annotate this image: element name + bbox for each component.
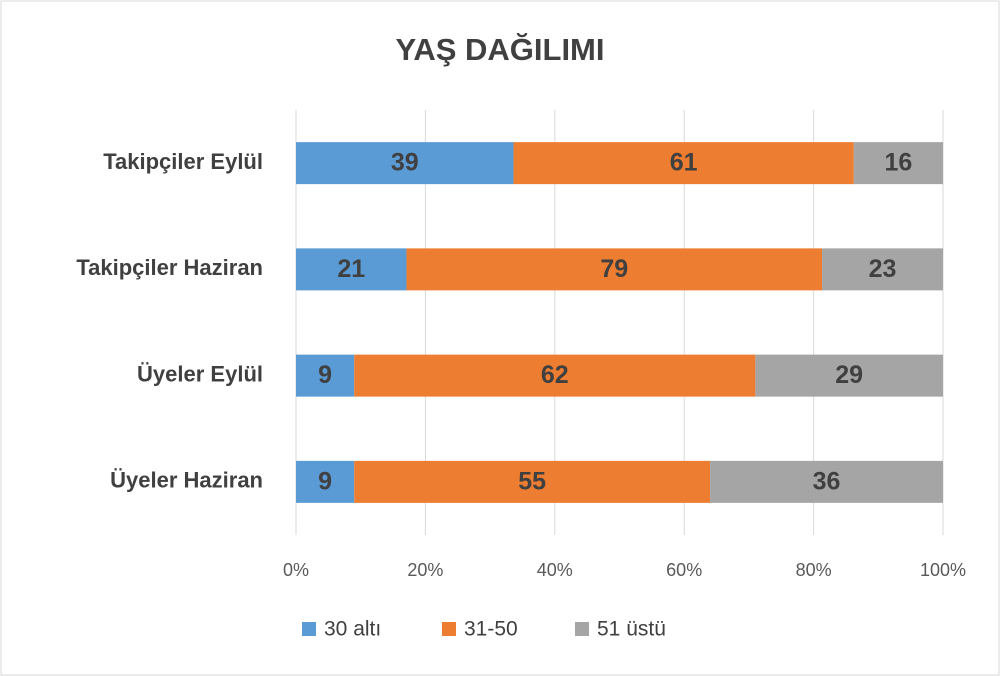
data-label: 61 <box>670 149 698 177</box>
x-tick-label: 20% <box>407 560 443 580</box>
y-tick-label: Takipçiler Eylül <box>103 149 263 174</box>
data-label: 29 <box>835 361 863 389</box>
data-label: 9 <box>318 361 332 389</box>
x-tick-label: 0% <box>283 560 309 580</box>
data-label: 21 <box>337 255 365 283</box>
y-tick-label: Üyeler Eylül <box>137 361 263 386</box>
x-tick-label: 80% <box>796 560 832 580</box>
bar-segment <box>296 248 407 291</box>
x-tick-label: 100% <box>920 560 966 580</box>
bar-segment <box>296 460 355 503</box>
x-tick-label: 60% <box>666 560 702 580</box>
data-label: 36 <box>813 467 841 495</box>
legend-label: 31-50 <box>464 618 518 641</box>
chart-title: YAŞ DAĞILIMI <box>396 32 605 67</box>
data-label: 79 <box>600 255 628 283</box>
bar-segment <box>296 354 355 397</box>
bar-segment <box>755 354 943 397</box>
data-label: 62 <box>541 361 569 389</box>
data-label: 23 <box>869 255 897 283</box>
data-label: 16 <box>884 149 912 177</box>
data-label: 39 <box>391 149 419 177</box>
bar-segment <box>853 142 943 185</box>
legend-label: 30 altı <box>324 618 381 641</box>
y-tick-label: Takipçiler Haziran <box>76 255 263 280</box>
data-label: 55 <box>518 467 546 495</box>
bar-segment <box>710 460 943 503</box>
x-tick-label: 40% <box>537 560 573 580</box>
bar-segment <box>296 142 514 185</box>
bar-segment <box>513 142 854 185</box>
data-label: 9 <box>318 467 332 495</box>
legend-label: 51 üstü <box>597 618 666 641</box>
bar-segment <box>354 460 711 503</box>
bar-segment <box>406 248 823 291</box>
legend-swatch <box>302 622 316 636</box>
legend-swatch <box>442 622 456 636</box>
bar-segment <box>354 354 756 397</box>
y-tick-label: Üyeler Haziran <box>110 468 263 493</box>
legend-swatch <box>575 622 589 636</box>
bar-segment <box>822 248 943 291</box>
